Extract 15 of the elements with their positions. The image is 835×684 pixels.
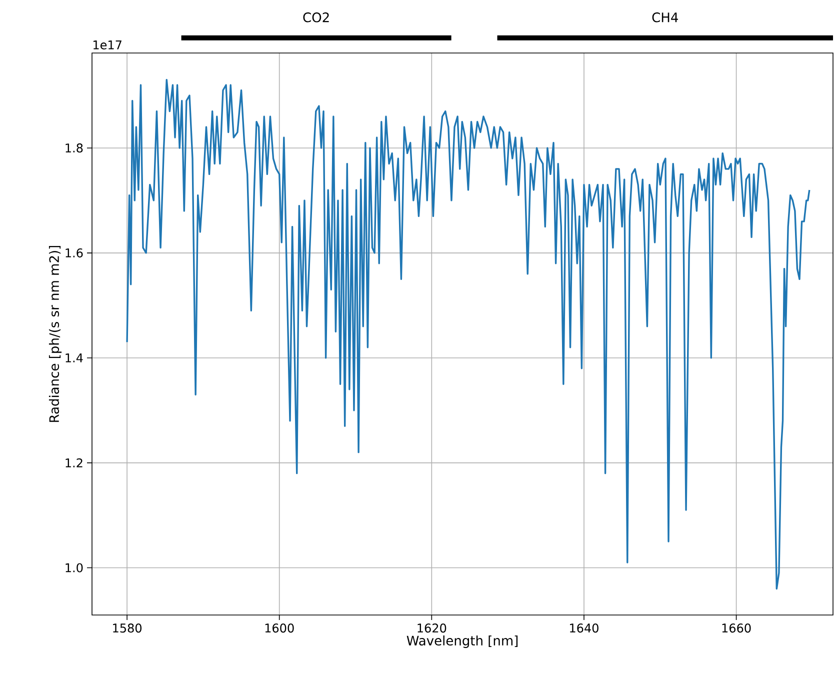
y-axis-title: Radiance [ph/(s sr nm m2)]	[48, 246, 62, 422]
text: CH4	[652, 12, 678, 22]
x-tick-label: 1620	[418, 624, 446, 633]
x-tick-label: 1660	[722, 624, 751, 633]
x-axis-title: Wavelength [nm]	[406, 635, 518, 648]
y-tick-label: 1.0	[66, 563, 83, 572]
text: 1e17	[94, 40, 122, 50]
x-tick-label: 1580	[113, 624, 142, 633]
x-tick-label: 1600	[265, 624, 294, 633]
y-tick-label: 1.8	[66, 143, 83, 153]
x-tick-label: 1640	[570, 624, 598, 633]
y-tick-label: 1.6	[66, 248, 83, 258]
y-tick-label: 1.2	[66, 458, 82, 468]
y-tick-label: 1.4	[66, 353, 83, 362]
text: CO2	[303, 12, 329, 22]
